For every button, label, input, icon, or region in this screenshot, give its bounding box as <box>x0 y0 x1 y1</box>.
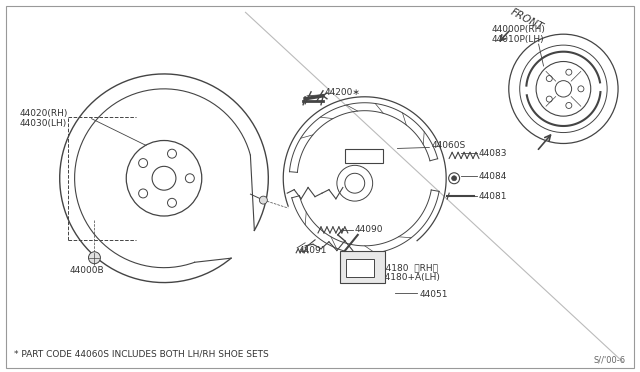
Text: 44180+A(LH): 44180+A(LH) <box>380 273 440 282</box>
Text: * PART CODE 44060S INCLUDES BOTH LH/RH SHOE SETS: * PART CODE 44060S INCLUDES BOTH LH/RH S… <box>14 350 269 359</box>
Text: 44083: 44083 <box>479 149 508 158</box>
Text: 44000B: 44000B <box>70 266 104 275</box>
Text: 44060S: 44060S <box>431 141 465 150</box>
Text: 44000P(RH): 44000P(RH) <box>492 25 546 34</box>
Bar <box>346 259 374 277</box>
Bar <box>340 251 385 283</box>
Text: 44090: 44090 <box>355 225 383 234</box>
Text: FRONT: FRONT <box>509 7 545 32</box>
Text: 44010P(LH): 44010P(LH) <box>492 35 545 44</box>
Text: 44020(RH): 44020(RH) <box>20 109 68 118</box>
Text: 44030(LH): 44030(LH) <box>20 119 67 128</box>
Text: 44051: 44051 <box>419 290 448 299</box>
Text: 44200∗: 44200∗ <box>325 88 361 97</box>
Text: 44081: 44081 <box>479 192 508 201</box>
Text: 44091: 44091 <box>298 246 326 255</box>
Circle shape <box>452 176 456 181</box>
Text: 44180  〈RH〉: 44180 〈RH〉 <box>380 263 438 272</box>
Text: 44084: 44084 <box>479 172 508 181</box>
Text: S//'00-6: S//'00-6 <box>594 356 626 365</box>
Bar <box>345 150 383 163</box>
Circle shape <box>259 196 268 204</box>
Circle shape <box>88 252 100 264</box>
